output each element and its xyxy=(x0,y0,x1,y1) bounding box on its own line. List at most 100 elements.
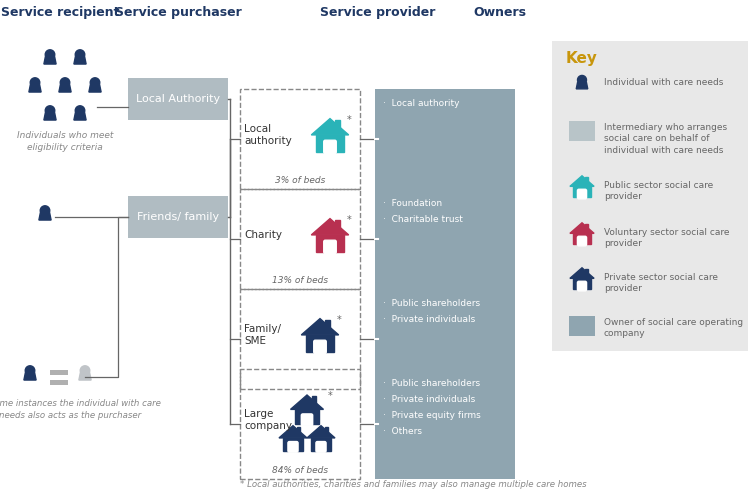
FancyBboxPatch shape xyxy=(323,140,336,153)
Polygon shape xyxy=(302,318,339,335)
Bar xyxy=(306,335,334,352)
Text: Service purchaser: Service purchaser xyxy=(115,6,241,19)
Text: 84% of beds: 84% of beds xyxy=(272,466,328,475)
Text: ·  Private individuals: · Private individuals xyxy=(383,395,475,404)
Text: Owner of social care operating
company: Owner of social care operating company xyxy=(604,318,743,338)
Bar xyxy=(573,186,591,198)
Bar xyxy=(50,370,68,375)
Circle shape xyxy=(25,366,35,375)
Text: Service recipient: Service recipient xyxy=(1,6,119,19)
FancyBboxPatch shape xyxy=(302,414,313,426)
Bar xyxy=(283,438,303,451)
Text: Friends/ family: Friends/ family xyxy=(137,212,219,222)
Circle shape xyxy=(40,206,50,215)
Bar xyxy=(240,89,360,189)
Polygon shape xyxy=(24,373,36,380)
Text: Private sector social care
provider: Private sector social care provider xyxy=(604,273,718,293)
Polygon shape xyxy=(290,395,323,409)
FancyBboxPatch shape xyxy=(578,189,587,199)
FancyBboxPatch shape xyxy=(316,442,326,452)
Bar xyxy=(128,78,228,120)
Circle shape xyxy=(75,106,84,115)
Text: Individual with care needs: Individual with care needs xyxy=(604,78,723,87)
Polygon shape xyxy=(79,373,91,380)
Bar xyxy=(585,268,588,274)
FancyBboxPatch shape xyxy=(323,240,336,253)
Bar xyxy=(240,289,360,389)
Bar xyxy=(325,427,329,433)
Polygon shape xyxy=(570,268,594,278)
Polygon shape xyxy=(59,85,71,92)
Text: * Local authorities, charities and families may also manage multiple care homes: * Local authorities, charities and famil… xyxy=(240,480,587,489)
Text: ·  Local authority: · Local authority xyxy=(383,99,459,108)
Bar xyxy=(375,369,515,479)
Bar xyxy=(240,189,360,289)
FancyBboxPatch shape xyxy=(314,340,326,353)
Polygon shape xyxy=(29,85,41,92)
Bar xyxy=(311,396,316,404)
Text: Local Authority: Local Authority xyxy=(136,94,220,104)
Bar xyxy=(569,121,595,141)
Text: Charity: Charity xyxy=(244,230,282,240)
Text: Service provider: Service provider xyxy=(320,6,436,19)
Polygon shape xyxy=(74,57,86,64)
Bar xyxy=(297,427,300,433)
Text: Individuals who meet
eligibility criteria: Individuals who meet eligibility criteri… xyxy=(17,131,113,152)
Text: ·  Private equity firms: · Private equity firms xyxy=(383,411,481,420)
Bar xyxy=(128,196,228,238)
Bar xyxy=(335,220,340,229)
Bar xyxy=(375,289,515,389)
Bar xyxy=(240,369,360,479)
Text: *: * xyxy=(346,115,351,125)
Polygon shape xyxy=(311,119,348,135)
Text: *: * xyxy=(336,315,341,325)
Circle shape xyxy=(30,78,40,87)
Bar xyxy=(325,320,329,329)
Text: ·  Charitable trust: · Charitable trust xyxy=(383,215,463,224)
Text: Public sector social care
provider: Public sector social care provider xyxy=(604,181,713,202)
Text: 13% of beds: 13% of beds xyxy=(272,276,328,285)
Text: *: * xyxy=(328,392,333,402)
Circle shape xyxy=(45,106,55,115)
Bar xyxy=(375,89,515,189)
Text: *: * xyxy=(346,215,351,226)
Bar xyxy=(316,135,344,152)
FancyBboxPatch shape xyxy=(288,442,298,452)
Bar xyxy=(573,278,591,289)
Polygon shape xyxy=(570,176,594,186)
Bar xyxy=(569,316,595,336)
Polygon shape xyxy=(570,223,594,234)
Text: ·  Public shareholders: · Public shareholders xyxy=(383,299,480,308)
Text: Key: Key xyxy=(566,51,598,66)
Text: ·  Public shareholders: · Public shareholders xyxy=(383,379,480,388)
Bar xyxy=(311,438,332,451)
Text: ·  Private individuals: · Private individuals xyxy=(383,315,475,324)
Circle shape xyxy=(90,78,100,87)
Polygon shape xyxy=(576,82,588,89)
Text: Voluntary sector social care
provider: Voluntary sector social care provider xyxy=(604,228,730,249)
Polygon shape xyxy=(74,113,86,120)
Polygon shape xyxy=(307,426,335,438)
Circle shape xyxy=(60,78,70,87)
Text: Intermediary who arranges
social care on behalf of
individual with care needs: Intermediary who arranges social care on… xyxy=(604,123,727,155)
Bar xyxy=(552,41,748,351)
Bar xyxy=(585,224,588,230)
Text: Local
authority: Local authority xyxy=(244,124,292,146)
Bar xyxy=(295,409,319,425)
Bar xyxy=(316,235,344,252)
Text: Large
company: Large company xyxy=(244,409,292,431)
Circle shape xyxy=(578,75,587,84)
Bar xyxy=(335,120,340,129)
Text: 3% of beds: 3% of beds xyxy=(274,176,325,185)
Polygon shape xyxy=(279,426,307,438)
Bar xyxy=(375,189,515,289)
Circle shape xyxy=(45,50,55,59)
Polygon shape xyxy=(44,113,56,120)
Circle shape xyxy=(75,50,84,59)
Bar xyxy=(50,380,68,385)
Polygon shape xyxy=(44,57,56,64)
Bar xyxy=(573,234,591,245)
FancyBboxPatch shape xyxy=(578,236,587,246)
Text: In some instances the individual with care
needs also acts as the purchaser: In some instances the individual with ca… xyxy=(0,399,161,420)
Text: ·  Others: · Others xyxy=(383,427,422,436)
